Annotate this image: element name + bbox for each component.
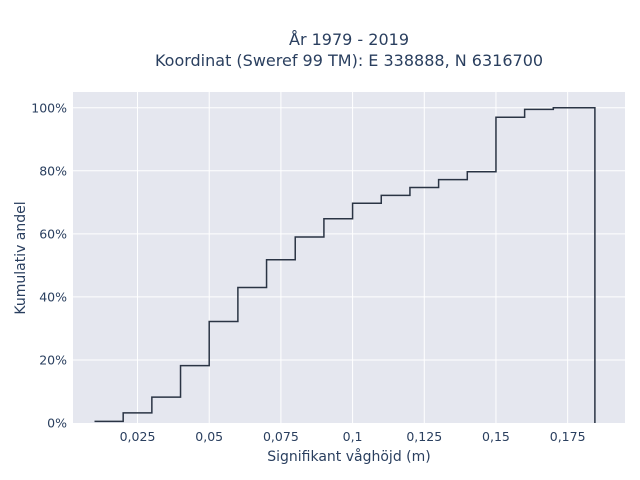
x-tick-label: 0,025 (120, 429, 156, 444)
x-tick-label: 0,1 (343, 429, 363, 444)
y-tick-label: 20% (39, 352, 67, 367)
x-tick-label: 0,125 (406, 429, 442, 444)
chart-title: År 1979 - 2019 (289, 30, 409, 49)
y-tick-label: 100% (31, 100, 67, 115)
y-axis-label: Kumulativ andel (13, 201, 29, 314)
cumulative-step-line (94, 107, 596, 423)
chart-subtitle: Koordinat (Sweref 99 TM): E 338888, N 63… (155, 51, 543, 70)
series-cumulative (94, 107, 596, 423)
x-tick-label: 0,15 (482, 429, 510, 444)
plot-area (73, 92, 625, 423)
y-axis-ticks: 0% 20% 40% 60% 80% 100% (31, 100, 67, 430)
x-axis-ticks: 0,025 0,05 0,075 0,1 0,125 0,15 0,175 (120, 429, 586, 444)
y-tick-label: 60% (39, 226, 67, 241)
x-axis-label: Signifikant våghöjd (m) (267, 448, 430, 465)
x-tick-label: 0,05 (195, 429, 223, 444)
x-tick-label: 0,075 (263, 429, 299, 444)
y-tick-label: 40% (39, 289, 67, 304)
y-tick-label: 0% (47, 416, 67, 431)
x-tick-label: 0,175 (550, 429, 586, 444)
y-tick-label: 80% (39, 163, 67, 178)
